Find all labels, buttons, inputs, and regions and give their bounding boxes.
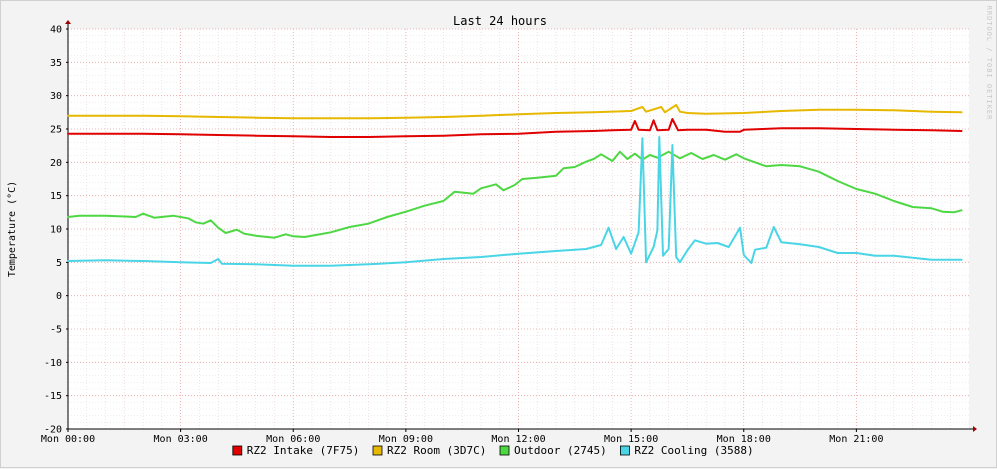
x-tick-label: Mon 00:00: [41, 434, 95, 445]
y-tick-label: 5: [56, 258, 62, 269]
y-tick-label: 35: [50, 58, 62, 69]
x-tick-label: Mon 21:00: [829, 434, 883, 445]
series-line-rz2-intake-7f75: [67, 118, 963, 138]
x-axis-arrow: [973, 426, 977, 432]
y-tick-label: 15: [50, 191, 62, 202]
x-tick-label: Mon 18:00: [717, 434, 771, 445]
chart-title: Last 24 hours: [453, 14, 547, 28]
y-axis-label: Temperature (°C): [7, 181, 18, 277]
axes: -20 -15 -10 -5 0 5 10 15 20 25 30 35 40 Mon 00:00 Mon …: [41, 20, 977, 445]
series-line-outdoor-2745: [67, 150, 963, 239]
vendor-watermark: RRDTOOL / TOBI OETIKER: [985, 6, 993, 121]
legend-label-outdoor-2745: Outdoor (2745): [514, 444, 607, 457]
grid: [67, 28, 969, 430]
y-tick-label: 0: [56, 291, 62, 302]
x-tick-label: Mon 03:00: [154, 434, 208, 445]
y-tick-label: 25: [50, 125, 62, 136]
series-line-rz2-room-3d7c: [67, 104, 963, 120]
legend-swatch-outdoor-2745: [499, 445, 510, 456]
legend-swatch-rz2-cooling-3588: [620, 445, 630, 456]
series-lines: [67, 104, 963, 267]
legend-label-rz2-room-3d7c: RZ2 Room (3D7C): [387, 444, 486, 457]
legend-swatch-rz2-intake-7f75: [232, 445, 243, 456]
legend-label-rz2-cooling-3588: RZ2 Cooling (3588): [634, 444, 753, 457]
y-tick-label: 20: [50, 158, 62, 169]
legend-label-rz2-intake-7f75: RZ2 Intake (7F75): [247, 444, 360, 457]
y-tick-label: 10: [50, 225, 62, 236]
legend-swatch-rz2-room-3d7c: [372, 445, 383, 456]
y-axis-arrow: [65, 20, 71, 24]
y-tick-label: -20: [44, 425, 62, 436]
x-tick-label: Mon 09:00: [379, 434, 433, 445]
x-tick-label: Mon 12:00: [491, 434, 545, 445]
y-tick-label: 30: [50, 91, 62, 102]
legend: RZ2 Intake (7F75) RZ2 Room (3D7C) Outdoor …: [232, 444, 754, 457]
x-tick-label: Mon 06:00: [266, 434, 320, 445]
x-tick-label: Mon 15:00: [604, 434, 658, 445]
series-line-rz2-cooling-3588: [67, 136, 963, 267]
y-tick-label: 40: [50, 25, 62, 36]
y-tick-label: -15: [44, 391, 62, 402]
y-tick-label: -10: [44, 358, 62, 369]
y-tick-label: -5: [50, 325, 62, 336]
